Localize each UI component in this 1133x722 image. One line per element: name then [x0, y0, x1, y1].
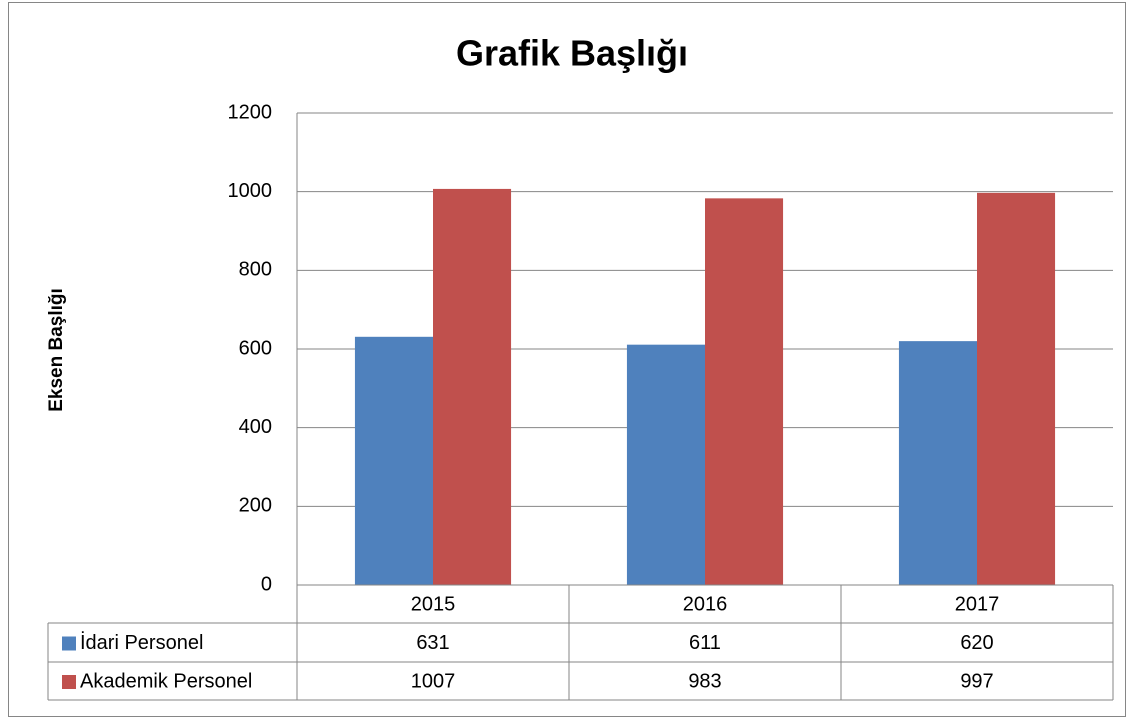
x-tick-label: 2017	[955, 593, 1000, 615]
y-tick-label: 0	[261, 573, 272, 595]
table-value: 983	[688, 670, 721, 692]
table-value: 611	[689, 632, 721, 654]
y-axis-title: Eksen Başlığı	[46, 288, 67, 412]
bar	[977, 192, 1056, 585]
legend-label: Akademik Personel	[80, 670, 252, 692]
bar	[705, 198, 784, 585]
y-tick-label: 600	[239, 337, 272, 359]
y-tick-label: 1200	[228, 101, 273, 123]
y-tick-label: 400	[239, 416, 272, 438]
bar	[898, 341, 977, 585]
y-tick-label: 1000	[228, 180, 273, 202]
legend-swatch	[62, 636, 76, 651]
legend-label: İdari Personel	[80, 631, 203, 654]
x-tick-label: 2015	[411, 593, 456, 615]
table-value: 1007	[411, 670, 456, 692]
legend-swatch	[62, 675, 76, 689]
table-value: 631	[416, 632, 449, 654]
y-tick-label: 800	[239, 259, 272, 281]
bar	[626, 344, 705, 585]
table-value: 620	[960, 632, 993, 654]
table-value: 997	[960, 670, 993, 692]
bar	[433, 188, 512, 585]
chart-title: Grafik Başlığı	[456, 33, 688, 74]
bar	[354, 336, 433, 585]
x-tick-label: 2016	[683, 593, 728, 615]
y-tick-label: 200	[239, 495, 272, 517]
